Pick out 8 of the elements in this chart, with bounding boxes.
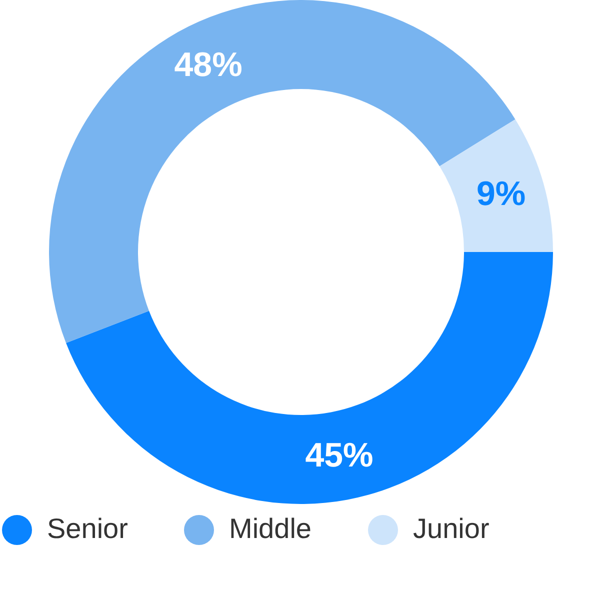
legend-label: Senior xyxy=(47,513,128,544)
legend-label: Junior xyxy=(413,513,490,544)
legend-label: Middle xyxy=(229,513,312,544)
data-label: 45% xyxy=(305,436,374,474)
donut-slice xyxy=(66,252,553,504)
donut-slice xyxy=(440,119,553,252)
data-label: 9% xyxy=(476,175,526,214)
data-label: 48% xyxy=(174,46,242,84)
